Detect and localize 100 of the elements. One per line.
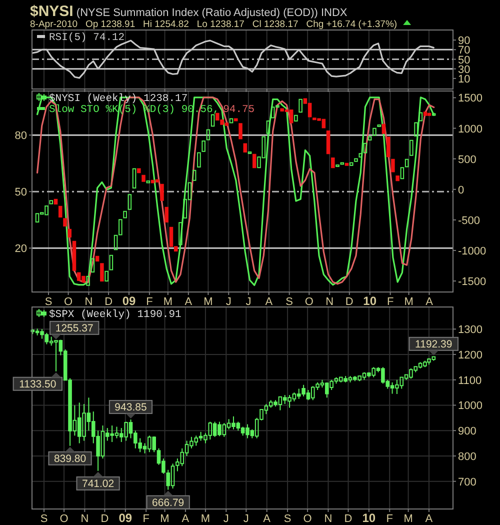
x-tick-label: M <box>404 296 414 308</box>
candlestick <box>104 270 108 282</box>
candlestick <box>238 123 242 140</box>
candlestick <box>128 194 132 210</box>
candlestick <box>132 168 136 189</box>
y2-tick-label: -1500 <box>458 276 486 288</box>
candlestick <box>137 168 141 174</box>
chart-subtitle: 8-Apr-2010 Op 1238.91 Hi 1254.82 Lo 1238.17 Cl 1238.17 Chg +16.74 (+1.37%) <box>30 19 398 30</box>
x-tick-label: A <box>263 513 272 525</box>
x-tick-label: S <box>286 296 294 308</box>
x-tick-label: J <box>226 296 232 308</box>
x-tick-label: A <box>425 513 434 525</box>
candlestick <box>372 128 376 136</box>
y-tick-label: 70 <box>458 44 470 57</box>
candlestick <box>58 206 62 218</box>
y-tick-label: 50 <box>458 54 470 66</box>
candlestick <box>410 140 414 156</box>
candlestick <box>49 200 54 204</box>
annotation: 943.85 <box>114 401 147 414</box>
x-tick-label: J <box>246 296 252 308</box>
candlestick <box>363 142 368 154</box>
x-tick-label: M <box>200 513 210 525</box>
annotation: 1255.37 <box>55 322 94 334</box>
x-tick-label: F <box>146 296 154 308</box>
candlestick <box>344 162 349 166</box>
annotation: 1192.39 <box>415 338 452 350</box>
x-tick-label: O <box>303 513 312 525</box>
chart-title: $NYSI (NYSE Summation Index (Ratio Adjusted) (EOD)) INDX <box>30 3 348 20</box>
candlestick <box>206 129 210 140</box>
candlestick <box>178 222 182 246</box>
y-tick-label: 800 <box>458 450 476 463</box>
candlestick <box>349 162 354 166</box>
x-tick-label: D <box>344 513 352 525</box>
candlestick <box>331 158 335 168</box>
candlestick <box>229 118 234 124</box>
x-tick-label: A <box>426 296 434 308</box>
candlestick <box>414 122 418 137</box>
candlestick <box>427 112 432 116</box>
y-tick-label: 900 <box>458 426 476 438</box>
candlestick <box>63 218 67 227</box>
x-tick-label: S <box>44 296 52 308</box>
x-tick-label: O <box>304 296 314 308</box>
legend-label: $SPX (Weekly) 1190.91 <box>49 309 182 321</box>
candlestick <box>391 158 395 172</box>
x-tick-label: 09 <box>118 511 132 525</box>
x-tick-label: N <box>326 296 334 308</box>
annotation: 741.02 <box>82 478 114 490</box>
y-tick-label: 30 <box>458 64 470 76</box>
x-tick-label: A <box>265 296 274 308</box>
y2-tick-label: -500 <box>458 214 480 227</box>
candlestick <box>377 124 381 128</box>
annotation: 839.80 <box>54 452 86 465</box>
candlestick <box>340 162 344 165</box>
x-tick-label: M <box>404 513 413 525</box>
y-tick-label: 20 <box>14 243 27 256</box>
x-tick-label: 09 <box>122 294 136 308</box>
x-tick-label: A <box>182 513 190 525</box>
annotation: 1133.50 <box>19 378 56 390</box>
x-tick-label: O <box>64 296 74 308</box>
x-tick-label: S <box>40 513 48 525</box>
candlestick <box>404 158 409 168</box>
candlestick <box>298 98 302 113</box>
candlestick <box>155 179 160 183</box>
candlestick <box>248 152 252 154</box>
candlestick <box>146 180 150 184</box>
candlestick <box>294 114 298 122</box>
candlestick <box>210 114 215 127</box>
candlestick <box>386 136 390 158</box>
x-tick-label: D <box>100 513 109 525</box>
x-tick-label: D <box>345 296 354 308</box>
candlestick <box>423 112 428 116</box>
candlestick <box>326 130 330 154</box>
x-tick-label: N <box>80 513 89 525</box>
y-tick-label: 700 <box>458 476 476 488</box>
candlestick <box>100 263 104 282</box>
candlestick <box>382 124 386 134</box>
candlestick <box>109 254 114 270</box>
y-tick-label: 1000 <box>458 400 482 412</box>
candlestick <box>243 143 248 153</box>
candlestick <box>164 206 168 223</box>
candlestick <box>396 176 400 182</box>
x-tick-label: 10 <box>363 294 377 308</box>
x-tick-label: F <box>386 513 394 525</box>
candlestick <box>252 154 256 168</box>
candlestick <box>192 170 196 181</box>
candlestick <box>160 184 164 201</box>
x-tick-label: N <box>324 513 332 525</box>
candlestick <box>123 210 127 218</box>
y2-tick-label: 1500 <box>458 92 482 105</box>
candlestick <box>289 110 294 124</box>
x-tick-label: J <box>243 513 249 525</box>
candlestick <box>90 258 95 273</box>
y2-tick-label: 500 <box>458 154 476 166</box>
candlestick <box>114 234 118 250</box>
x-tick-label: N <box>84 296 93 308</box>
y2-tick-label: -1000 <box>458 245 486 258</box>
y-tick-label: 50 <box>14 186 27 199</box>
annotation: 666.79 <box>152 496 184 509</box>
candlestick <box>358 153 363 158</box>
candlestick <box>266 120 270 134</box>
